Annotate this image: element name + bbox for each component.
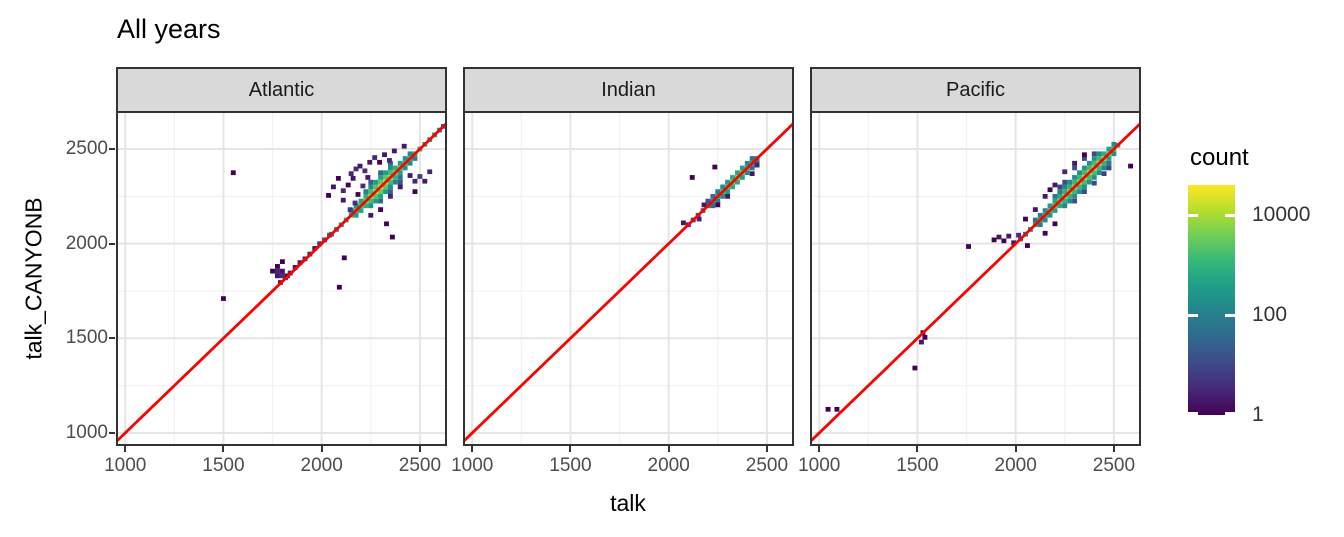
x-tick-label: 2500 [745, 455, 789, 476]
y-tick-label: 1500 [65, 327, 108, 349]
x-tick-mark [124, 446, 127, 452]
x-tick-label: 2500 [1092, 455, 1136, 476]
panel-indian [463, 111, 794, 446]
y-tick-mark [109, 431, 115, 434]
facet-strip-pacific: Pacific [810, 67, 1141, 111]
panel-atlantic [116, 111, 447, 446]
y-tick-mark [109, 337, 115, 340]
y-tick-label: 1000 [65, 421, 108, 443]
y-axis-title: talk_CANYONB [20, 197, 47, 360]
x-tick-mark [818, 446, 821, 452]
colorbar-tick [1188, 412, 1198, 415]
facet-strip-label: Indian [601, 78, 656, 101]
colorbar-label: 100 [1252, 303, 1288, 327]
y-tick-mark [109, 242, 115, 245]
colorbar-label: 1 [1252, 403, 1264, 426]
x-tick-label: 1000 [451, 455, 494, 476]
plot-title: All years [117, 14, 221, 44]
y-tick-mark [109, 148, 115, 151]
colorbar-tick [1225, 412, 1235, 415]
y-tick-label: 2000 [65, 232, 108, 254]
colorbar-label: 10000 [1252, 203, 1311, 227]
x-tick-label: 1000 [798, 455, 841, 476]
facet-strip-atlantic: Atlantic [116, 67, 447, 111]
x-tick-label: 1500 [549, 455, 592, 476]
panel-plot-area [463, 111, 794, 446]
legend-title: count [1190, 144, 1249, 171]
x-tick-label: 1500 [202, 455, 245, 476]
x-tick-label: 1500 [896, 455, 939, 476]
x-tick-mark [765, 446, 768, 452]
x-tick-label: 2500 [398, 455, 442, 476]
colorbar-tick [1188, 213, 1198, 217]
x-tick-mark [471, 446, 474, 452]
facet-strip-label: Atlantic [248, 78, 315, 101]
x-tick-mark [667, 446, 670, 452]
x-tick-mark [1014, 446, 1017, 452]
x-tick-mark [222, 446, 225, 452]
x-tick-mark [916, 446, 919, 452]
x-tick-mark [569, 446, 572, 452]
y-tick-label: 2500 [65, 138, 108, 160]
colorbar-tick [1225, 213, 1235, 217]
panel-plot-area [116, 111, 447, 446]
legend-colorbar [1188, 185, 1235, 415]
facet-strip-indian: Indian [463, 67, 794, 111]
panel-plot-area [810, 111, 1141, 446]
x-tick-label: 2000 [647, 455, 690, 476]
x-tick-label: 2000 [300, 455, 343, 476]
x-tick-mark [320, 446, 323, 452]
x-tick-mark [1112, 446, 1115, 452]
x-tick-label: 1000 [104, 455, 147, 476]
facet-strip-label: Pacific [946, 78, 1005, 101]
colorbar-tick [1188, 313, 1198, 317]
panel-pacific [810, 111, 1141, 446]
colorbar-tick [1225, 313, 1235, 317]
x-tick-mark [418, 446, 421, 452]
x-axis-title: talk [610, 490, 646, 516]
x-tick-label: 2000 [994, 455, 1037, 476]
